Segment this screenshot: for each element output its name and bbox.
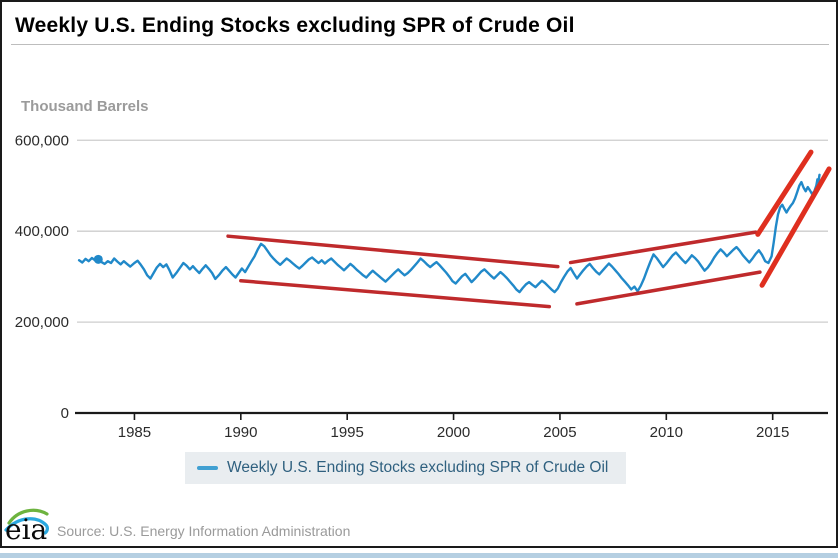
line-chart-plot-area: 0 200,000 400,000 600,000 1985 1990 1995 2000 20…: [15, 132, 832, 441]
x-tick-label: 2000: [437, 424, 470, 441]
lower-rising-channel-line: [575, 270, 762, 306]
series-start-marker: [93, 254, 103, 264]
eia-logo-swoosh: [4, 508, 49, 535]
chart-title: Weekly U.S. Ending Stocks excluding SPR …: [15, 14, 575, 37]
source-attribution: Source: U.S. Energy Information Administ…: [57, 523, 351, 539]
upper-declining-channel-line: [226, 234, 560, 269]
y-tick-label: 600,000: [15, 132, 69, 149]
y-tick-label: 400,000: [15, 223, 69, 240]
legend-label: Weekly U.S. Ending Stocks excluding SPR …: [227, 459, 609, 476]
x-tick-label: 2010: [650, 424, 683, 441]
eia-logo: eia: [4, 506, 54, 552]
eia-logo-text: eia: [5, 513, 48, 546]
y-tick-label: 200,000: [15, 314, 69, 331]
upper-rising-channel-line: [568, 230, 758, 265]
lower-declining-channel-line: [239, 278, 552, 309]
x-tick-label: 1990: [224, 424, 257, 441]
legend-line-swatch: [197, 466, 218, 470]
y-axis-unit-label: Thousand Barrels: [21, 98, 149, 115]
stocks-data-line: [77, 173, 821, 294]
y-tick-label: 0: [61, 405, 69, 422]
x-tick-label: 2015: [756, 424, 789, 441]
x-tick-label: 1995: [331, 424, 364, 441]
upper-steep-channel-line: [755, 149, 814, 237]
lower-steep-channel-line: [759, 166, 832, 288]
legend: Weekly U.S. Ending Stocks excluding SPR …: [185, 452, 627, 484]
x-tick-label: 2005: [543, 424, 576, 441]
bottom-accent-strip: [0, 553, 838, 558]
x-tick-label: 1985: [118, 424, 151, 441]
title-divider: [11, 44, 829, 45]
